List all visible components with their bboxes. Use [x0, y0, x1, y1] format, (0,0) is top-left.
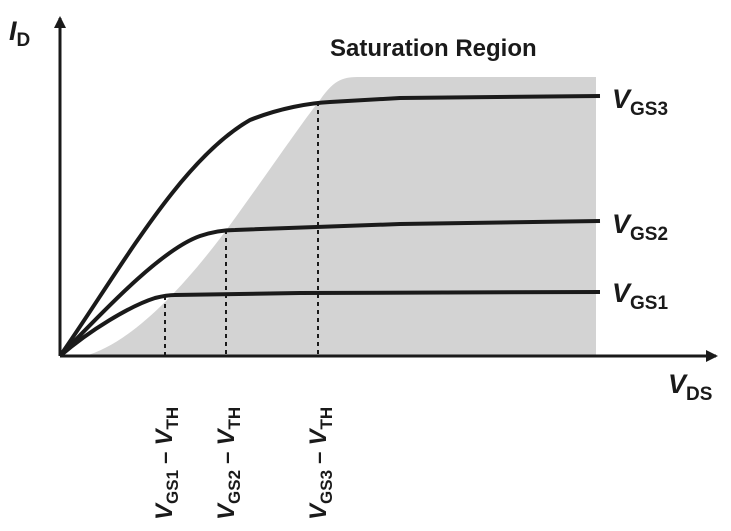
region-title: Saturation Region — [330, 35, 537, 62]
tick-label-vgs3-vth: VGS3 – VTH — [305, 407, 336, 520]
curve-label-vgs3: VGS3 — [612, 84, 668, 120]
x-axis-label: VDS — [668, 369, 712, 405]
curve-vgs3 — [58, 94, 601, 358]
tick-label-vgs1-vth: VGS1 – VTH — [151, 407, 182, 520]
curve-label-vgs1: VGS1 — [612, 278, 668, 314]
curve-vgs1 — [58, 290, 601, 358]
y-axis-label: ID — [9, 16, 30, 51]
curve-label-vgs2: VGS2 — [612, 209, 668, 245]
saturation-region — [85, 77, 596, 356]
curve-vgs2 — [58, 219, 601, 358]
tick-label-vgs2-vth: VGS2 – VTH — [213, 407, 244, 520]
